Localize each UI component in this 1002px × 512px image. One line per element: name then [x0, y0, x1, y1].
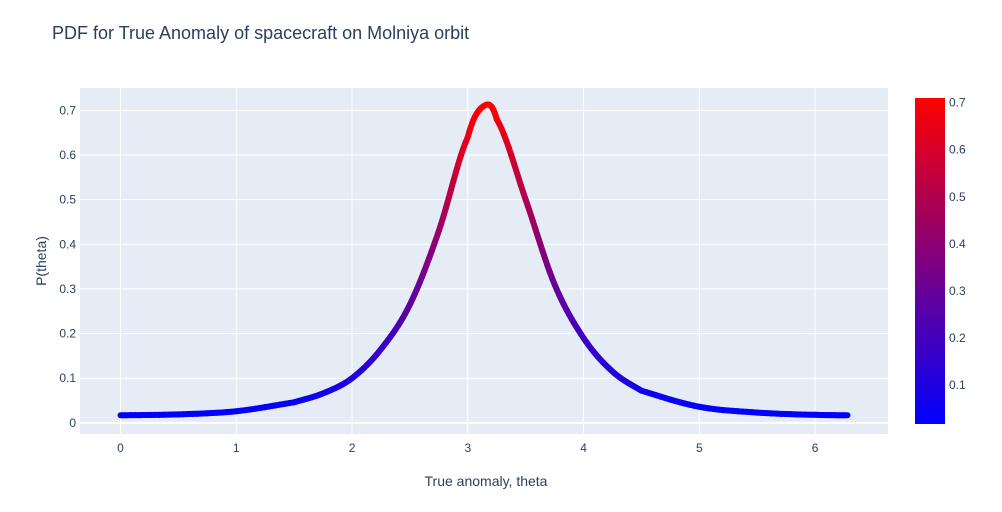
x-axis-label: True anomaly, theta: [425, 473, 548, 489]
y-tick-label: 0.2: [59, 327, 76, 341]
x-tick-label: 3: [464, 441, 471, 455]
y-tick-label: 0: [69, 416, 76, 430]
colorbar-tick-label: 0.1: [949, 378, 966, 392]
colorbar: [915, 98, 945, 424]
y-tick-label: 0.6: [59, 148, 76, 162]
colorbar-tick-label: 0.2: [949, 331, 966, 345]
colorbar-tick-label: 0.4: [949, 237, 966, 251]
chart-title: PDF for True Anomaly of spacecraft on Mo…: [52, 23, 469, 43]
data-series: [117, 101, 851, 419]
y-tick-label: 0.4: [59, 237, 76, 251]
x-tick-label: 4: [580, 441, 587, 455]
colorbar-tick-label: 0.6: [949, 143, 966, 157]
grid: [80, 88, 888, 434]
plot-area: [80, 88, 888, 434]
x-tick-label: 5: [696, 441, 703, 455]
x-tick-label: 1: [233, 441, 240, 455]
x-tick-label: 6: [812, 441, 819, 455]
colorbar-tick-label: 0.5: [949, 190, 966, 204]
colorbar-tick-label: 0.3: [949, 284, 966, 298]
x-axis-ticks: 0 1 2 3 4 5 6: [117, 441, 819, 455]
colorbar-ticks: 0.1 0.2 0.3 0.4 0.5 0.6 0.7: [949, 96, 966, 392]
y-axis-label: P(theta): [33, 236, 49, 286]
y-tick-label: 0.1: [59, 371, 76, 385]
y-tick-label: 0.3: [59, 282, 76, 296]
y-tick-label: 0.5: [59, 193, 76, 207]
x-tick-label: 0: [117, 441, 124, 455]
y-axis-ticks: 0 0.1 0.2 0.3 0.4 0.5 0.6 0.7: [59, 103, 76, 430]
x-tick-label: 2: [349, 441, 356, 455]
y-tick-label: 0.7: [59, 103, 76, 117]
colorbar-tick-label: 0.7: [949, 96, 966, 110]
